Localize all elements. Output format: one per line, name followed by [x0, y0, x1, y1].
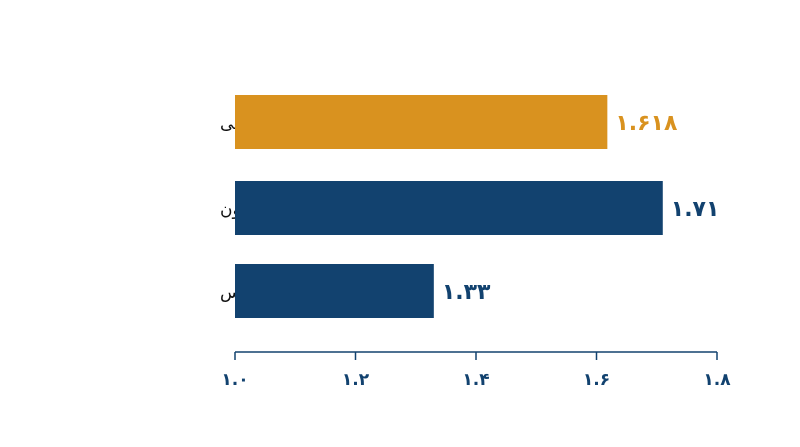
bar — [235, 181, 663, 235]
x-tick-label: ۱.۲ — [342, 370, 370, 390]
value-label: ۱.۶۱۸ — [615, 111, 678, 136]
bar — [235, 95, 608, 149]
x-tick-label: ۱.۴ — [462, 370, 489, 390]
x-tick-label: ۱.۶ — [583, 370, 610, 390]
value-label: ۱.۳۳ — [442, 280, 491, 305]
bar — [235, 264, 434, 318]
x-tick-label: ۱.۰ — [221, 370, 248, 390]
x-tick-label: ۱.۸ — [703, 370, 731, 390]
value-label: ۱.۷۱ — [671, 197, 720, 222]
